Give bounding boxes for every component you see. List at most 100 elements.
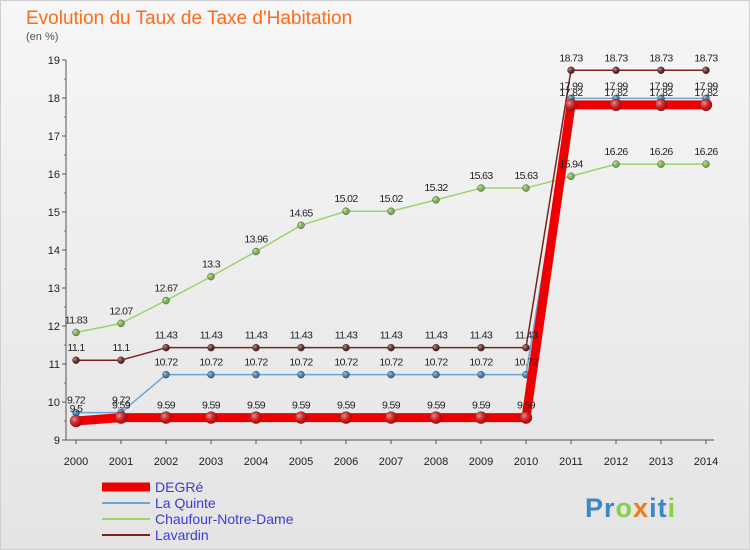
data-point-shine: [522, 184, 530, 192]
data-label: 15.63: [469, 170, 493, 182]
x-tick-label: 2006: [334, 456, 358, 468]
data-point-shine: [700, 98, 712, 111]
data-label: 17.99: [604, 80, 628, 92]
data-point-shine: [72, 356, 80, 364]
data-label: 13.3: [202, 259, 221, 271]
data-point-shine: [342, 371, 350, 379]
logo-letter: r: [604, 493, 616, 523]
data-label: 11.43: [290, 330, 313, 342]
data-label: 9.59: [292, 400, 311, 412]
axes: 9 10 11 12 13 14 15 16 17 18 19 2000 2001 2002 2003 200…: [48, 55, 718, 468]
data-point-shine: [385, 411, 397, 424]
legend-label: La Quinte: [155, 495, 216, 511]
data-label: 9.59: [202, 400, 221, 412]
logo-letter: i: [668, 493, 677, 523]
data-label: 9.5: [70, 403, 84, 415]
data-label: 9.59: [472, 400, 491, 412]
y-tick-label: 15: [48, 207, 60, 219]
data-point-shine: [612, 160, 620, 168]
data-point-shine: [702, 66, 710, 74]
x-tick-label: 2008: [424, 456, 448, 468]
data-label: 15.02: [334, 193, 358, 205]
data-label: 17.82: [559, 87, 583, 99]
y-tick-label: 17: [48, 131, 60, 143]
x-tick-label: 2007: [379, 456, 403, 468]
logo-letter: P: [585, 493, 604, 523]
data-labels: 11.83 12.07 12.67 13.3 13.96 14.65 15.02 15.02 1…: [65, 52, 719, 415]
data-point-shine: [657, 160, 665, 168]
data-label: 9.59: [427, 400, 446, 412]
data-point-shine: [295, 411, 307, 424]
x-tick-label: 2002: [154, 456, 178, 468]
data-label: 18.73: [649, 52, 673, 64]
data-point-shine: [207, 273, 215, 281]
x-tick-label: 2004: [244, 456, 268, 468]
data-point-shine: [477, 184, 485, 192]
data-label: 11.43: [200, 330, 223, 342]
data-label: 10.72: [469, 357, 493, 369]
data-label: 11.43: [245, 330, 268, 342]
data-point-shine: [475, 411, 487, 424]
x-tick-label: 2014: [694, 456, 718, 468]
data-label: 10.72: [289, 357, 313, 369]
y-tick-label: 18: [48, 93, 60, 105]
y-tick-label: 16: [48, 169, 60, 181]
data-point-shine: [160, 411, 172, 424]
data-label: 10.72: [154, 357, 178, 369]
data-label: 11.43: [425, 330, 448, 342]
data-label: 14.65: [289, 207, 313, 219]
x-tick-label: 2010: [514, 456, 538, 468]
proxiti-logo: Proxiti: [585, 493, 677, 523]
data-point-shine: [72, 409, 80, 417]
x-tick-label: 2009: [469, 456, 493, 468]
data-label: 18.73: [604, 52, 628, 64]
data-point-shine: [117, 319, 125, 327]
chart-title: Evolution du Taux de Taxe d'Habitation: [26, 8, 352, 29]
series-line: [75, 69, 707, 361]
data-label: 10.72: [379, 357, 403, 369]
data-label: 11.43: [515, 330, 538, 342]
data-point-shine: [657, 66, 665, 74]
data-point-shine: [297, 344, 305, 352]
data-point-shine: [430, 411, 442, 424]
data-point-shine: [252, 248, 260, 256]
data-point-shine: [297, 221, 305, 229]
data-point-shine: [342, 344, 350, 352]
data-point-shine: [522, 344, 530, 352]
y-tick-label: 19: [48, 55, 60, 67]
data-label: 11.1: [112, 342, 130, 354]
data-point-shine: [432, 344, 440, 352]
x-tick-label: 2000: [64, 456, 88, 468]
data-label: 10.72: [424, 357, 448, 369]
data-label: 17.99: [559, 80, 583, 92]
data-point-shine: [387, 344, 395, 352]
data-label: 9.59: [247, 400, 266, 412]
data-point-shine: [115, 411, 127, 424]
data-label: 10.72: [514, 357, 538, 369]
data-label: 13.96: [244, 234, 268, 246]
data-label: 17.82: [604, 87, 628, 99]
data-label: 17.82: [649, 87, 673, 99]
logo-letter: o: [616, 493, 634, 523]
y-tick-label: 14: [48, 245, 60, 257]
data-label: 10.72: [244, 357, 268, 369]
y-tick-label: 11: [49, 359, 60, 371]
data-point-shine: [250, 411, 262, 424]
data-label: 9.59: [157, 400, 176, 412]
logo-letter: i: [649, 493, 658, 523]
data-label: 15.32: [424, 182, 448, 194]
data-point-shine: [432, 371, 440, 379]
data-label: 9.59: [337, 400, 356, 412]
data-label: 15.02: [379, 193, 403, 205]
data-label: 11.1: [67, 342, 85, 354]
y-tick-label: 12: [48, 321, 60, 333]
data-point-shine: [477, 371, 485, 379]
x-tick-label: 2012: [604, 456, 628, 468]
data-label: 16.26: [604, 146, 628, 158]
data-point-shine: [567, 66, 575, 74]
x-tick-label: 2001: [109, 456, 133, 468]
x-tick-label: 2003: [199, 456, 223, 468]
data-label: 18.73: [694, 52, 718, 64]
